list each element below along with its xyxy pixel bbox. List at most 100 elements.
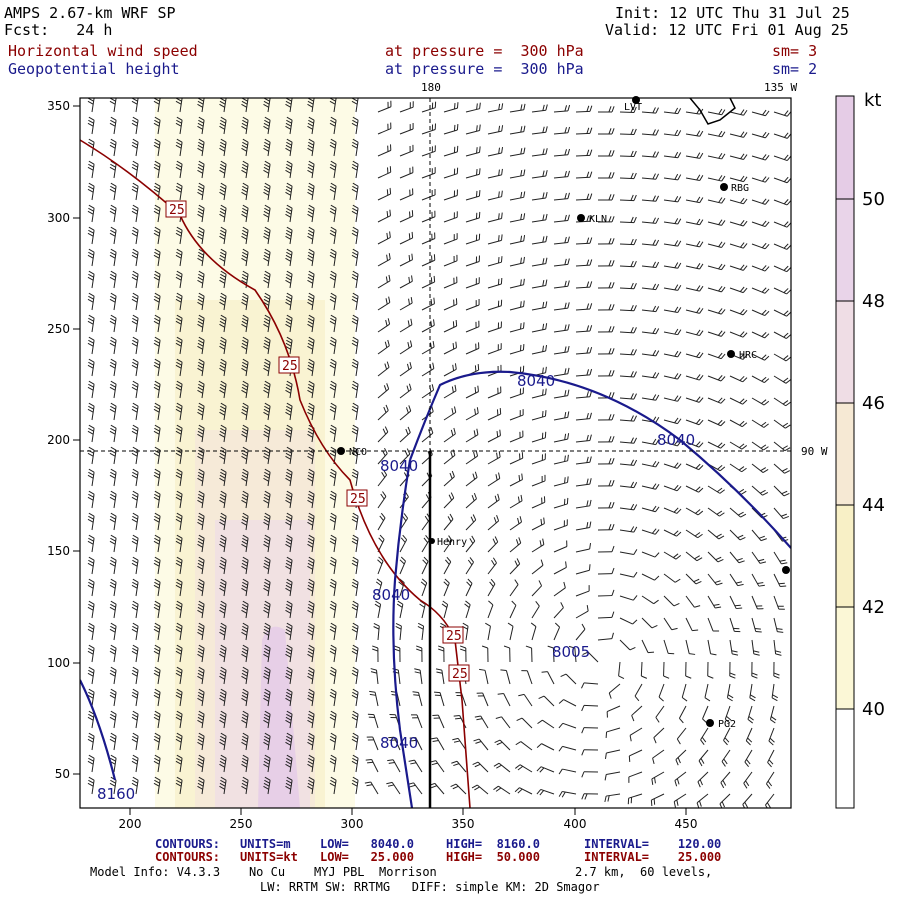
wind-barb-feather — [520, 191, 523, 198]
wind-barb-feather — [263, 210, 270, 215]
wind-barb-feather — [88, 336, 95, 341]
wind-barb-feather — [242, 185, 248, 190]
wind-barb-feather — [760, 421, 767, 427]
wind-barb-shaft — [651, 771, 665, 780]
wind-barb-feather — [176, 757, 182, 762]
wind-barb-feather — [367, 761, 374, 764]
wind-barb-feather — [88, 471, 94, 476]
x-tick-label: 300 — [341, 817, 364, 831]
wind-barb-feather — [220, 317, 226, 322]
wind-barb-shaft — [729, 573, 739, 586]
wind-barb-shaft — [685, 243, 700, 248]
wind-barb-feather — [611, 260, 615, 267]
wind-barb-feather — [109, 474, 116, 479]
wind-barb-shaft — [487, 456, 501, 465]
wind-barb-shaft — [399, 432, 411, 443]
wind-barb-feather — [307, 386, 314, 391]
wind-barb-feather — [386, 189, 389, 196]
wind-barb-feather — [383, 385, 387, 392]
wind-barb-shaft — [311, 560, 315, 575]
wind-barb-feather — [695, 396, 701, 402]
wind-barb-feather — [132, 405, 138, 410]
wind-barb-feather — [761, 220, 767, 226]
wind-barb-shaft — [773, 155, 788, 162]
wind-barb-feather — [307, 562, 314, 567]
wind-barb-feather — [131, 166, 138, 171]
wind-barb-feather — [329, 518, 336, 523]
wind-barb-feather — [307, 609, 313, 614]
wind-barb-feather — [286, 515, 292, 520]
wind-barb-shaft — [685, 111, 700, 115]
wind-barb-feather — [109, 584, 116, 589]
wind-barb-shaft — [663, 155, 678, 159]
wind-barb-feather — [153, 452, 160, 457]
wind-barb-feather — [421, 578, 428, 584]
wind-barb-shaft — [421, 107, 436, 113]
wind-barb-feather — [109, 144, 116, 149]
wind-barb-feather — [542, 126, 545, 133]
wind-barb-feather — [633, 194, 637, 201]
wind-barb-feather — [652, 217, 656, 224]
wind-barb-shaft — [289, 340, 293, 355]
colorbar-tick: 40 — [862, 699, 885, 720]
wind-barb-feather — [459, 645, 466, 649]
wind-barb-feather — [399, 559, 405, 565]
wind-barb-shaft — [333, 142, 337, 157]
wind-barb-shaft — [478, 738, 489, 751]
wind-barb-feather — [523, 103, 526, 110]
wind-barb-shaft — [311, 472, 315, 487]
wind-barb-feather — [422, 559, 428, 565]
wind-barb-feather — [675, 555, 682, 560]
wind-barb-feather — [154, 710, 161, 715]
wind-barb-feather — [285, 169, 291, 174]
wind-barb-feather — [329, 562, 336, 567]
wind-barb-feather — [285, 763, 291, 768]
wind-barb-shaft — [562, 722, 577, 729]
wind-barb-feather — [329, 342, 336, 347]
wind-barb-feather — [285, 738, 292, 743]
wind-barb-feather — [87, 452, 94, 457]
wind-barb-feather — [241, 521, 247, 526]
wind-barb-feather — [264, 515, 270, 520]
wind-barb-feather — [220, 471, 226, 476]
wind-barb-feather — [219, 188, 226, 193]
wind-barb-feather — [132, 490, 139, 495]
wind-barb-feather — [403, 513, 409, 519]
wind-barb-feather — [198, 691, 204, 696]
wind-barb-feather — [176, 116, 183, 121]
wind-barb-feather — [110, 119, 116, 124]
wind-barb-shaft — [289, 736, 293, 751]
wind-barb-feather — [384, 363, 388, 370]
wind-barb-feather — [219, 631, 225, 636]
wind-barb-shaft — [729, 243, 744, 249]
wind-barb-feather — [406, 385, 410, 392]
wind-barb-shaft — [749, 683, 753, 698]
wind-barb-shaft — [289, 758, 293, 773]
wind-barb-feather — [286, 600, 293, 605]
wind-barb-feather — [536, 766, 542, 772]
wind-barb-shaft — [179, 230, 183, 245]
wind-barb-feather — [197, 210, 204, 215]
wind-barb-feather — [707, 675, 714, 679]
wind-barb-feather — [242, 119, 248, 124]
wind-barb-shaft — [745, 727, 753, 741]
wind-barb-feather — [446, 537, 451, 544]
wind-barb-feather — [384, 426, 389, 433]
wind-barb-shaft — [392, 759, 401, 773]
wind-barb-feather — [110, 512, 117, 517]
wind-barb-feather — [153, 276, 160, 281]
wind-barb-shaft — [498, 785, 511, 795]
wind-barb-shaft — [223, 780, 227, 795]
wind-barb-feather — [783, 310, 789, 316]
wind-barb-feather — [394, 645, 401, 649]
wind-barb-feather — [219, 213, 225, 218]
wind-barb-feather — [351, 584, 358, 589]
wind-barb-feather — [460, 648, 467, 652]
wind-barb-feather — [589, 325, 593, 332]
wind-barb-shaft — [505, 670, 511, 685]
wind-barb-feather — [352, 317, 358, 322]
wind-barb-feather — [219, 628, 226, 633]
wind-barb-feather — [87, 232, 94, 237]
wind-barb-shaft — [663, 265, 678, 269]
wind-barb-shaft — [179, 582, 183, 597]
